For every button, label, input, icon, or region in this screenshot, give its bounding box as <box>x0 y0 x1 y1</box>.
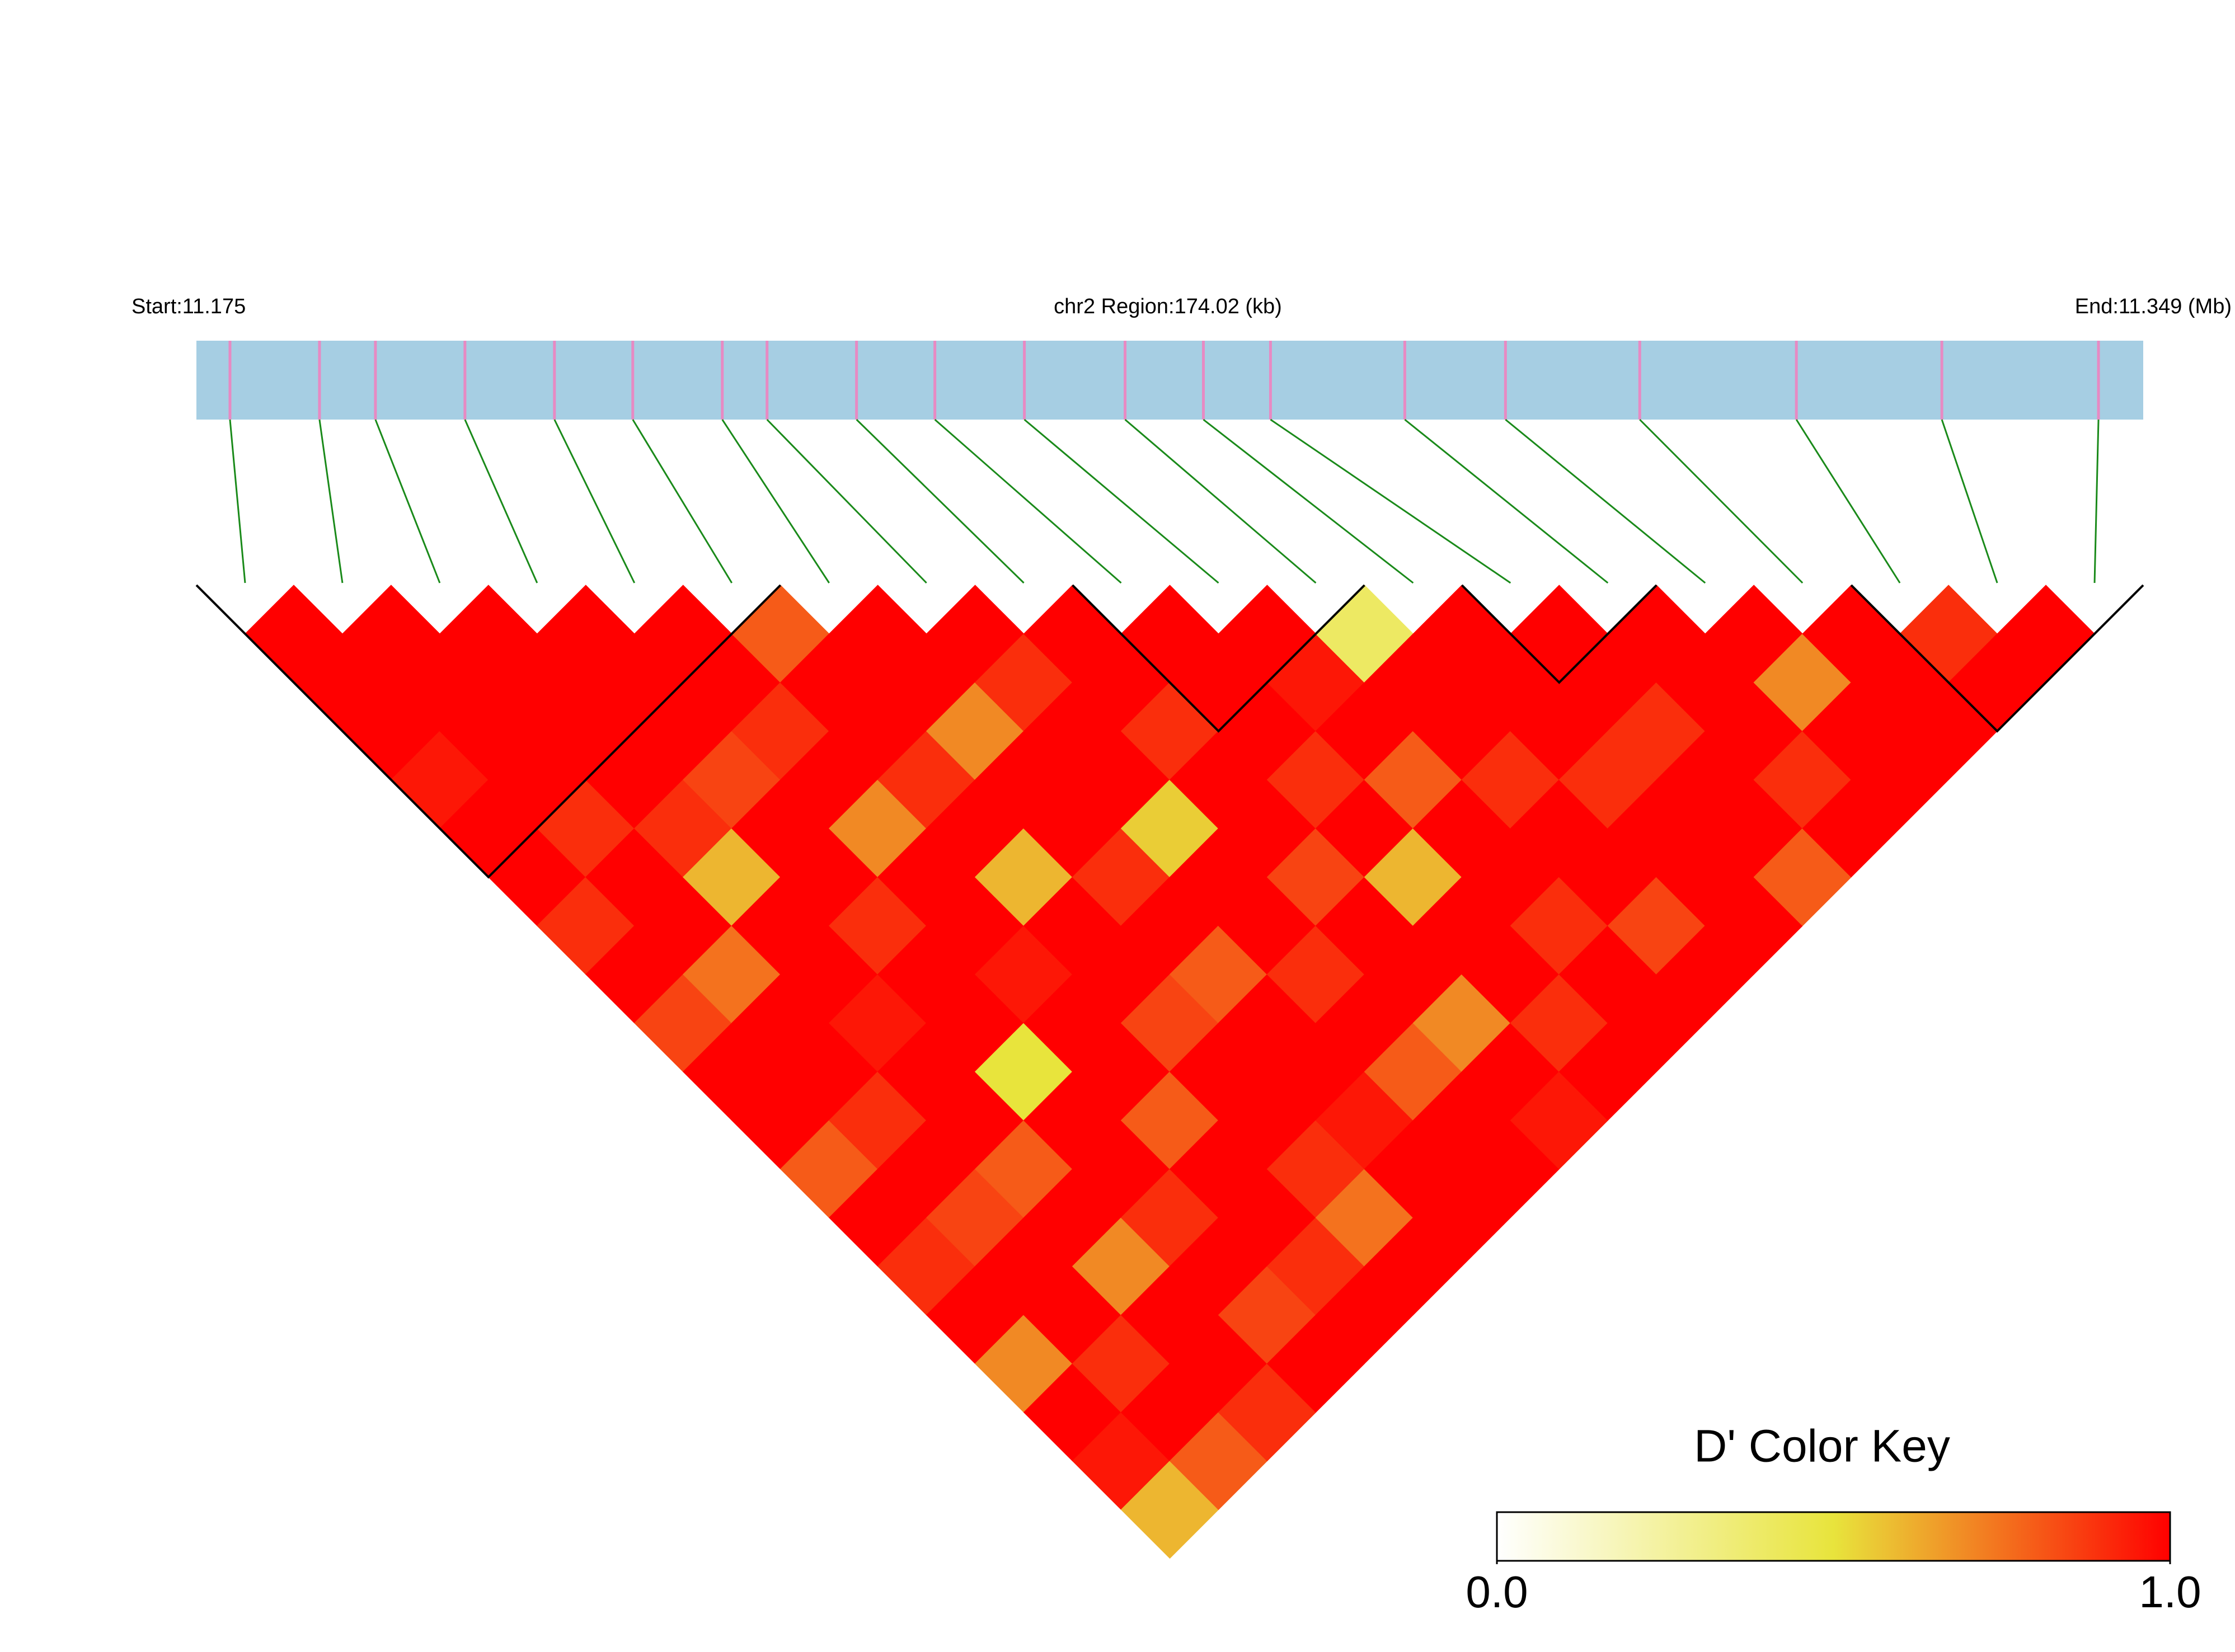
snp-link <box>1941 419 1998 583</box>
snp-link <box>229 419 246 583</box>
start-label: Start:11.175 <box>132 295 246 318</box>
snp-link <box>766 418 927 584</box>
snp-link <box>1124 418 1317 584</box>
snp-link <box>1505 418 1706 584</box>
snp-link <box>934 418 1122 584</box>
snp-link <box>318 419 344 583</box>
color-key <box>1496 1511 2171 1562</box>
snp-link <box>721 419 830 583</box>
snp-link <box>856 418 1025 584</box>
snp-bar <box>196 341 2143 420</box>
snp-link <box>632 419 733 583</box>
snp-link <box>1639 418 1804 584</box>
snp-link <box>553 419 636 583</box>
snp-link <box>1023 418 1219 584</box>
region-label: chr2 Region:174.02 (kb) <box>1054 295 1282 318</box>
snp-link <box>374 419 441 583</box>
key-tick-label: 1.0 <box>2139 1567 2201 1617</box>
ld-block <box>1461 584 1658 684</box>
ld-block <box>1850 584 2144 733</box>
key-title: D' Color Key <box>1694 1421 1950 1472</box>
ld-block <box>1072 584 1365 733</box>
snp-link <box>1795 419 1901 583</box>
end-label: End:11.349 (Mb) <box>2075 295 2232 318</box>
snp-link <box>464 419 538 583</box>
snp-link <box>1404 418 1609 584</box>
snp-link <box>2093 419 2100 583</box>
key-tick-label: 0.0 <box>1466 1567 1528 1617</box>
ld-block <box>195 584 782 879</box>
snp-link <box>1270 418 1511 584</box>
snp-link <box>1203 418 1414 584</box>
